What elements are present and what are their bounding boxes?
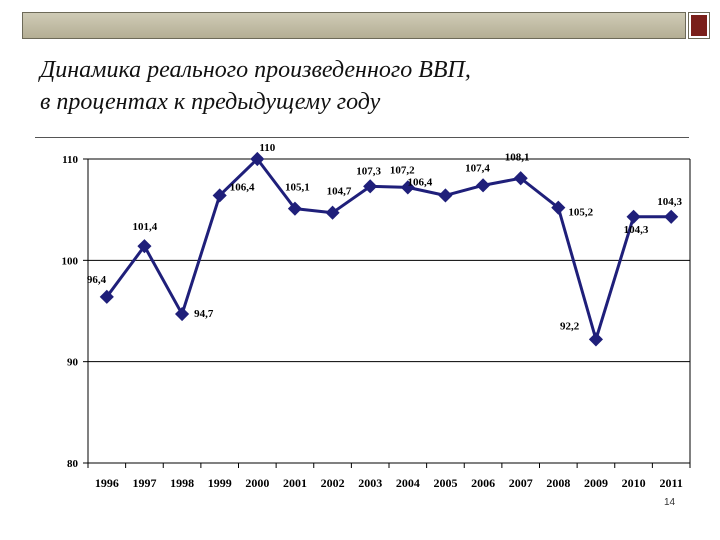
- data-label: 107,3: [356, 165, 381, 177]
- data-label: 105,2: [568, 207, 593, 219]
- data-point: [174, 306, 190, 322]
- y-tick-label: 90: [67, 357, 79, 369]
- data-point: [475, 178, 491, 193]
- x-tick-label: 1996: [95, 476, 119, 490]
- data-label: 107,2: [390, 164, 415, 176]
- x-tick-label: 2009: [584, 476, 608, 490]
- data-point: [664, 209, 679, 224]
- x-tick-label: 1997: [132, 476, 156, 490]
- data-point: [250, 151, 265, 167]
- data-point: [212, 188, 227, 203]
- x-tick-label: 2004: [396, 476, 420, 490]
- data-point: [588, 332, 604, 347]
- header-accent-bar: [22, 12, 686, 39]
- x-tick-label: 2005: [433, 476, 457, 490]
- x-tick-label: 2006: [471, 476, 495, 490]
- data-point: [551, 200, 566, 215]
- data-point: [400, 180, 415, 195]
- data-point: [363, 179, 378, 194]
- data-point: [325, 205, 340, 220]
- slide-title-line1: Динамика реального произведенного ВВП,: [40, 57, 471, 83]
- x-tick-label: 2011: [660, 476, 683, 490]
- data-label: 106,4: [407, 176, 432, 188]
- slide-number: 14: [664, 497, 676, 508]
- slide-title-line2: в процентах к предыдущему году: [40, 89, 381, 115]
- data-label: 108,1: [505, 151, 530, 163]
- data-point: [287, 201, 303, 216]
- x-tick-label: 2003: [358, 476, 382, 490]
- y-tick-label: 80: [67, 458, 79, 470]
- x-tick-label: 2008: [546, 476, 570, 490]
- data-label: 104,3: [624, 224, 649, 236]
- x-tick-label: 2000: [245, 476, 269, 490]
- data-label: 106,4: [230, 181, 255, 193]
- data-label: 104,3: [657, 196, 682, 208]
- series-line: [105, 157, 672, 341]
- data-label: 107,4: [465, 162, 490, 174]
- data-label: 92,2: [560, 320, 580, 332]
- data-point: [626, 209, 641, 224]
- data-label: 110: [259, 142, 275, 154]
- x-tick-label: 1998: [170, 476, 194, 490]
- data-point: [99, 289, 114, 304]
- x-tick-label: 2001: [283, 476, 307, 490]
- y-tick-label: 100: [62, 255, 79, 267]
- y-tick-label: 110: [62, 154, 78, 166]
- x-tick-label: 2002: [321, 476, 345, 490]
- data-label: 104,7: [327, 186, 352, 198]
- corner-decoration: [688, 12, 710, 39]
- data-label: 96,4: [87, 274, 107, 286]
- data-point: [438, 188, 453, 203]
- slide-title: Динамика реального произведенного ВВП, в…: [40, 54, 471, 118]
- data-point: [137, 239, 152, 254]
- data-label: 94,7: [194, 308, 214, 320]
- x-tick-label: 2010: [622, 476, 646, 490]
- data-label: 105,1: [285, 182, 310, 194]
- x-tick-label: 2007: [509, 476, 533, 490]
- data-point: [513, 171, 528, 186]
- data-label: 101,4: [132, 221, 157, 233]
- title-divider: [35, 137, 689, 138]
- x-tick-label: 1999: [208, 476, 232, 490]
